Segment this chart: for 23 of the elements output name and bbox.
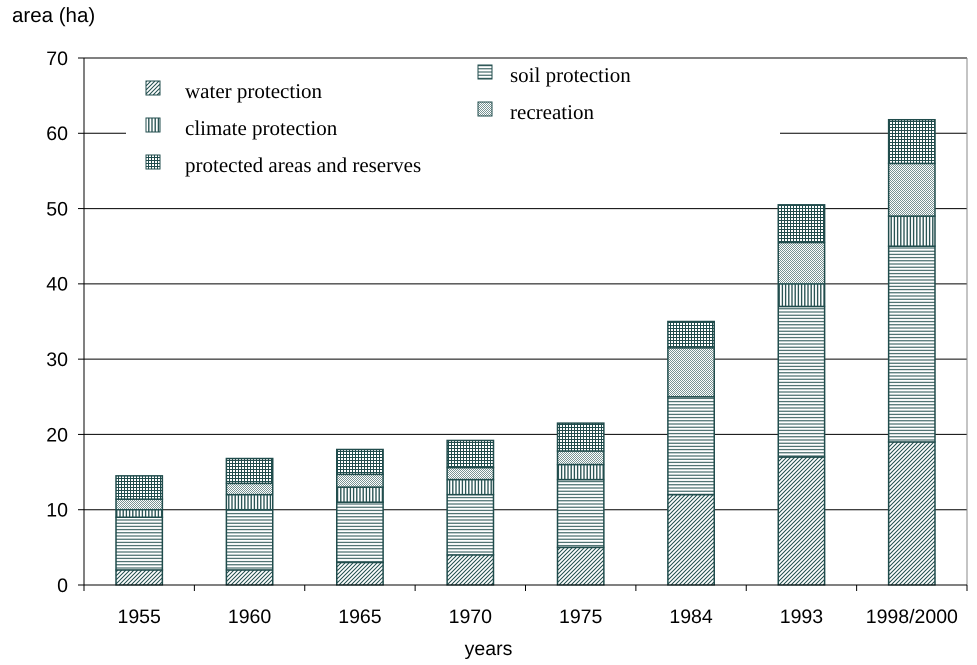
x-axis-title: years [464, 638, 513, 660]
y-tick-label: 40 [46, 274, 68, 296]
y-tick-label: 60 [46, 123, 68, 146]
y-tick-label: 20 [46, 424, 68, 446]
x-tick-label: 1965 [338, 606, 382, 628]
y-tick-label: 0 [57, 574, 68, 597]
x-tick-label: 1975 [558, 606, 603, 628]
y-tick-label: 70 [46, 48, 68, 70]
legend-label: protected areas and reserves [185, 153, 422, 177]
x-tick-label: 1998/2000 [866, 606, 958, 628]
x-tick-label: 1970 [448, 606, 492, 628]
legend-label: water protection [185, 79, 323, 103]
x-tick-label: 1984 [669, 606, 713, 628]
x-tick-label: 1993 [780, 606, 824, 628]
y-axis-title: area (ha) [12, 4, 96, 27]
y-tick-label: 10 [46, 500, 68, 522]
legend-label: soil protection [510, 63, 632, 87]
legend-label: climate protection [185, 116, 338, 140]
x-tick-label: 1960 [228, 606, 272, 628]
y-tick-label: 50 [46, 198, 68, 220]
y-tick-label: 30 [46, 348, 68, 371]
legend-label: recreation [510, 100, 594, 124]
x-tick-label: 1955 [117, 606, 162, 628]
